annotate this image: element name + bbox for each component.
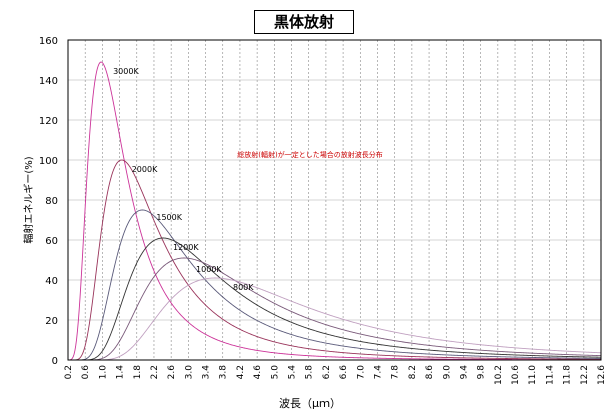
series-lines [67, 61, 602, 361]
x-tick-label: 10.6 [511, 365, 521, 385]
x-tick-label: 12.6 [597, 365, 607, 385]
y-tick-label: 80 [45, 196, 58, 207]
annotation: 総放射(輻射)が一定とした場合の放射波長分布 [237, 150, 382, 159]
x-tick-label: 8.2 [408, 365, 418, 379]
x-tick-label: 4.2 [236, 365, 246, 379]
plot-frame [67, 39, 602, 361]
y-tick-label: 100 [39, 156, 58, 167]
x-tick-label: 11.8 [563, 365, 573, 385]
x-tick-label: 9.0 [442, 365, 452, 380]
x-tick-labels: 0.2 0.6 1.0 1.4 1.8 2.2 2.6 3.0 3.4 3.8 4.2 4.6 5.0 5… [64, 365, 607, 385]
x-tick-label: 12.2 [580, 365, 590, 385]
y-tick-label: 160 [39, 36, 58, 47]
y-tick-label: 40 [45, 276, 58, 287]
y-tick-labels: 0 20 40 60 80 100 120 140 160 [39, 36, 58, 367]
y-tick-label: 20 [45, 316, 58, 327]
x-tick-label: 8.6 [425, 365, 435, 380]
x-tick-label: 2.2 [150, 365, 160, 379]
series-labels: 3000K 2000K 1500K 1200K 1000K 800K [113, 67, 254, 292]
x-tick-label: 5.0 [270, 365, 280, 380]
y-tick-label: 60 [45, 236, 58, 247]
x-tick-label: 0.6 [81, 365, 91, 380]
x-tick-label: 3.0 [184, 365, 194, 380]
y-tick-label: 0 [52, 356, 58, 367]
x-tick-label: 9.4 [459, 365, 469, 380]
series-label: 1000K [196, 265, 222, 274]
x-tick-label: 3.4 [202, 365, 212, 380]
x-tick-label: 3.8 [219, 365, 229, 380]
series-label: 3000K [113, 67, 139, 76]
series-line [68, 159, 601, 361]
chart-title: 黒体放射 [254, 10, 354, 34]
x-tick-label: 7.8 [391, 365, 401, 380]
x-tick-label: 1.8 [133, 365, 143, 380]
x-axis-label: 波長（μｍ） [279, 397, 341, 410]
series-line [68, 209, 602, 361]
series-label: 800K [233, 283, 254, 292]
x-tick-label: 1.4 [116, 365, 126, 380]
x-tick-label: 0.2 [64, 365, 74, 379]
series-line [68, 257, 602, 361]
x-tick-label: 6.2 [322, 365, 332, 379]
y-axis-label: 輻射エネルギー(%) [23, 156, 35, 243]
x-tick-label: 1.0 [98, 365, 108, 380]
y-tick-label: 140 [39, 76, 58, 87]
x-tick-label: 2.6 [167, 365, 177, 380]
y-tick-label: 120 [39, 116, 58, 127]
x-tick-label: 5.8 [305, 365, 315, 380]
x-tick-label: 7.0 [356, 365, 366, 380]
x-tick-label: 11.0 [528, 365, 538, 385]
series-label: 1200K [173, 243, 199, 252]
grid-lines [68, 40, 601, 360]
x-tick-label: 4.6 [253, 365, 263, 380]
x-tick-label: 6.6 [339, 365, 349, 380]
series-label: 2000K [132, 165, 158, 174]
x-tick-label: 9.8 [477, 365, 487, 380]
x-tick-label: 11.4 [545, 365, 555, 385]
series-line [68, 277, 602, 361]
x-tick-label: 7.4 [373, 365, 383, 380]
series-line [68, 237, 602, 361]
x-tick-label: 10.2 [494, 365, 504, 385]
series-label: 1500K [156, 213, 182, 222]
x-tick-label: 5.4 [288, 365, 298, 380]
